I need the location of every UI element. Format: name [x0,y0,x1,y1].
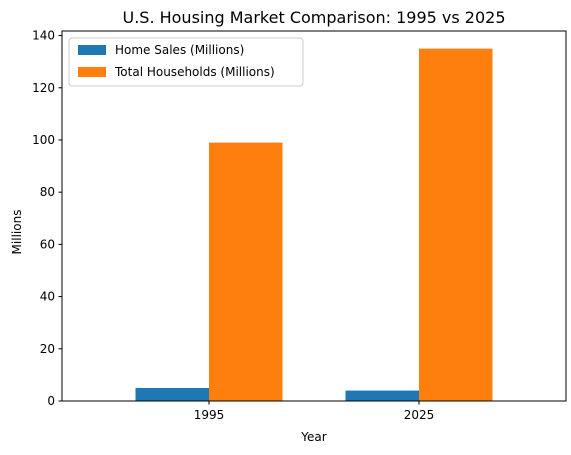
x-axis-label: Year [300,430,326,444]
legend-label-1: Total Households (Millions) [114,65,275,79]
chart-title: U.S. Housing Market Comparison: 1995 vs … [122,8,505,27]
y-tick-label-100: 100 [32,133,55,147]
y-tick-label-40: 40 [40,290,55,304]
bar-s1-1995 [209,142,283,402]
bar-s1-2025 [419,48,493,401]
y-axis-label: Millions [10,210,24,255]
y-tick-label-120: 120 [32,81,55,95]
y-tick-label-20: 20 [40,342,55,356]
x-tick-label-2025: 2025 [404,408,435,422]
bar-s0-1995 [135,387,209,401]
y-tick-label-60: 60 [40,237,55,251]
legend-box [68,37,304,87]
plot-area: 0 20 40 60 80 100 120 140 1995 2025 [32,29,567,422]
bar-s0-2025 [345,390,419,401]
legend-label-0: Home Sales (Millions) [115,43,244,57]
axes-frame [61,30,567,402]
y-tick-label-140: 140 [32,29,55,43]
x-tick-label-1995: 1995 [194,408,225,422]
y-tick-label-80: 80 [40,185,55,199]
legend-swatch-0 [78,45,106,55]
legend: Home Sales (Millions) Total Households (M… [68,37,304,87]
legend-swatch-1 [78,67,106,77]
y-tick-label-0: 0 [47,394,55,408]
